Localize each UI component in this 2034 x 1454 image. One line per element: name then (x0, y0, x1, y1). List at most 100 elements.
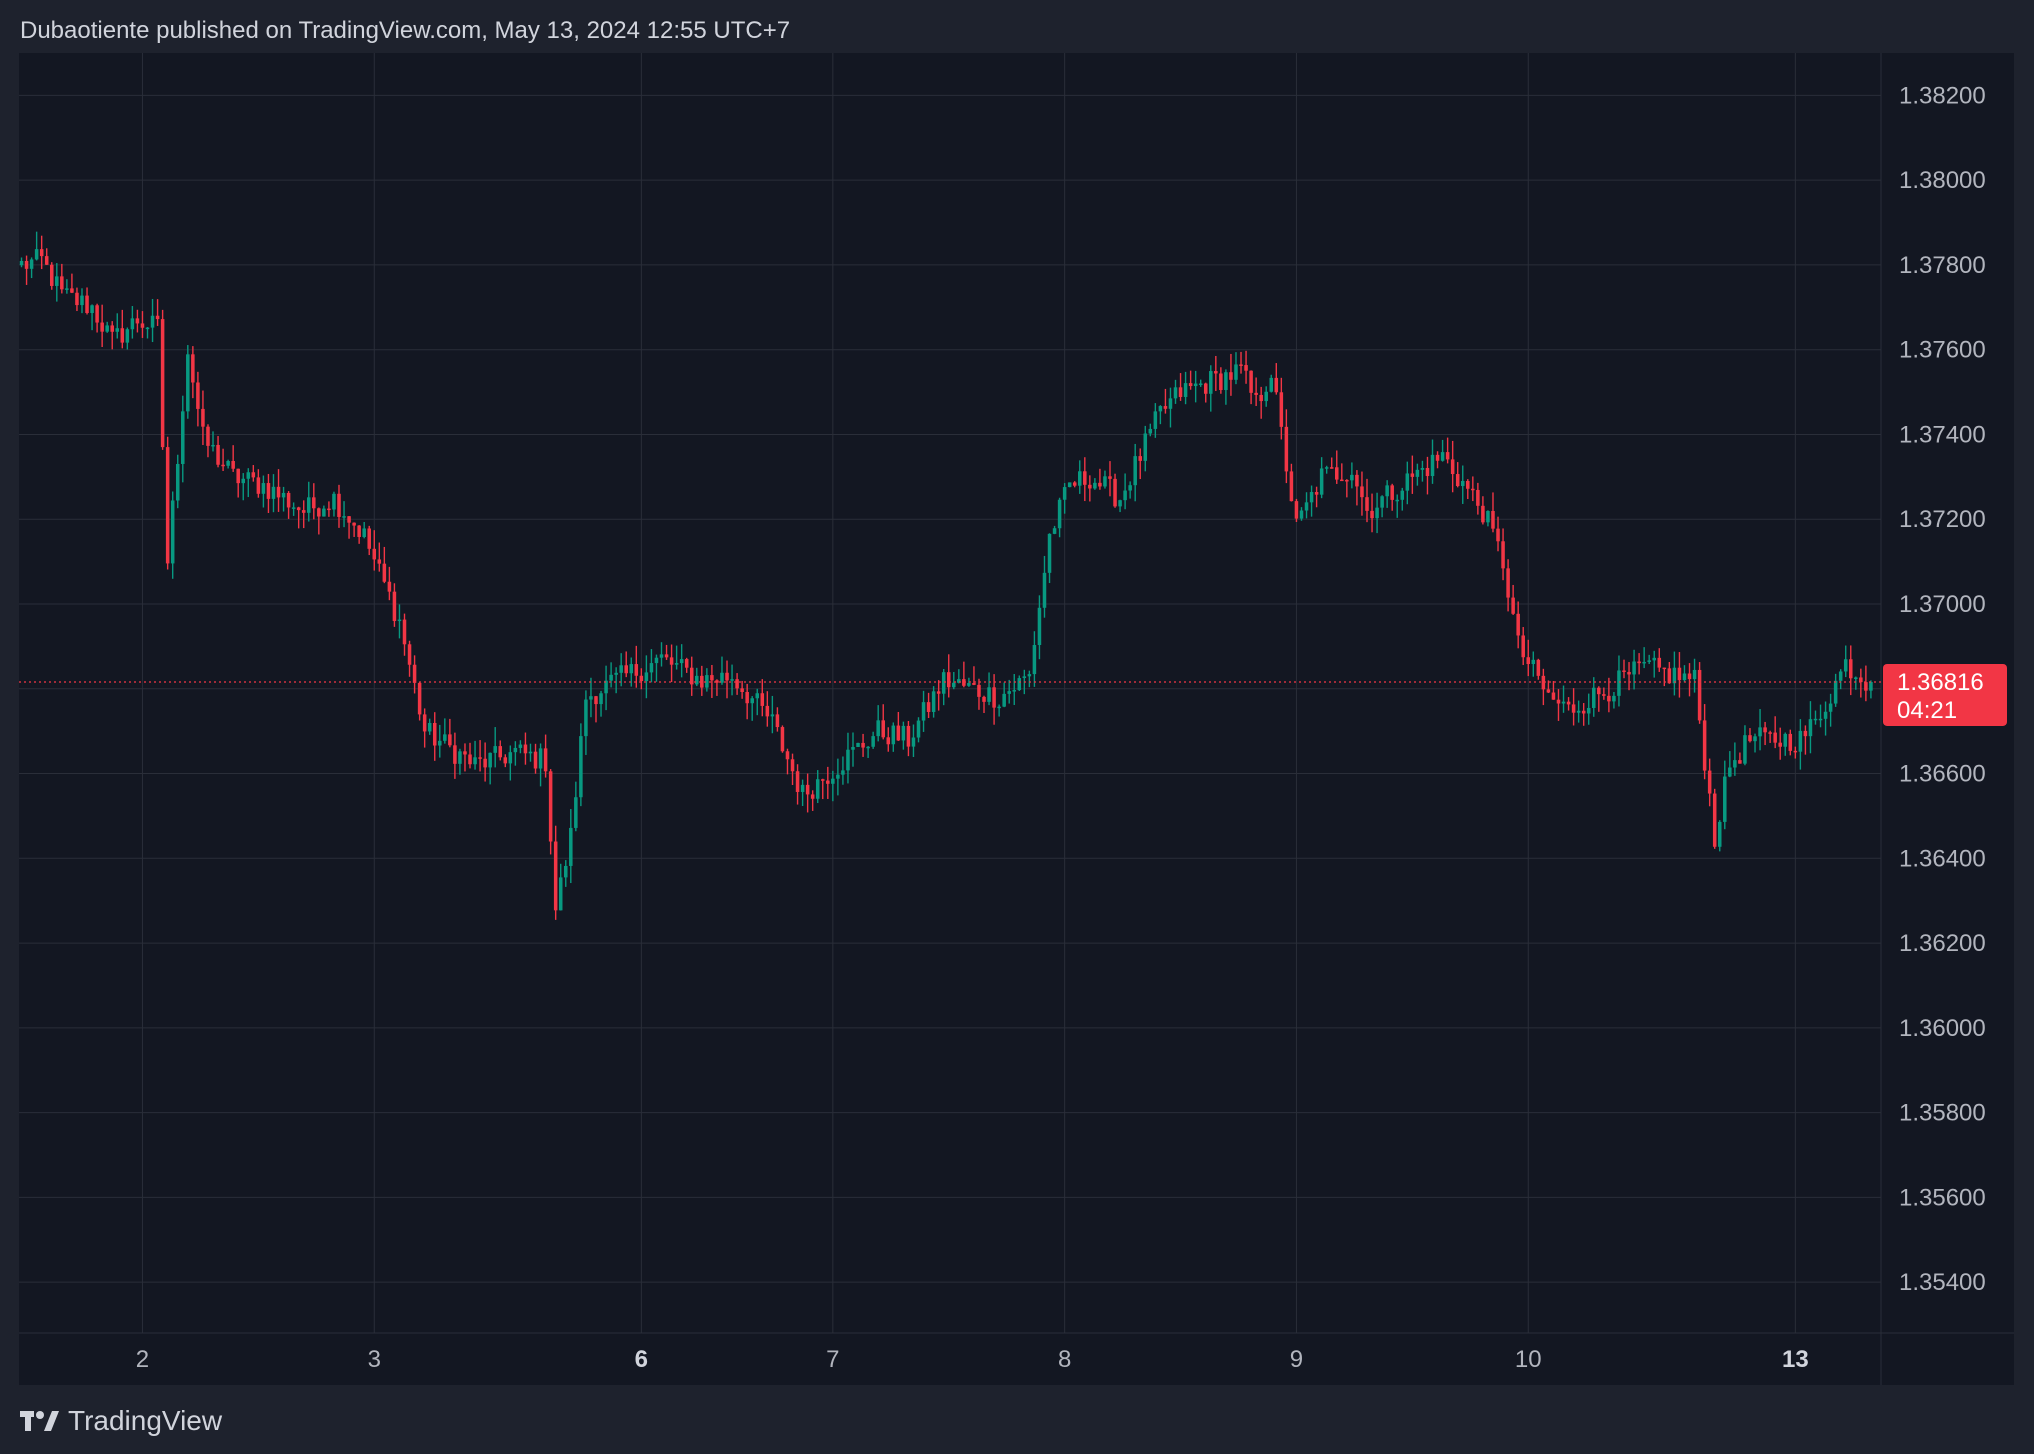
candle-body (1329, 467, 1334, 469)
price-tick-label: 1.37000 (1899, 591, 1986, 618)
candle-body (1299, 510, 1304, 519)
candle (1864, 665, 1868, 702)
candle (1067, 482, 1072, 488)
candle-body (301, 510, 306, 513)
candle (60, 263, 64, 294)
candle (266, 473, 271, 514)
candle-body (44, 256, 49, 265)
candle-body (775, 714, 780, 728)
candle-body (1017, 678, 1022, 691)
candle-body (478, 757, 482, 759)
time-tick-label: 13 (1782, 1346, 1809, 1373)
candle (1062, 483, 1067, 514)
candle-body (1430, 454, 1435, 477)
candle-body (609, 674, 613, 681)
candle (1783, 732, 1788, 756)
candle (1168, 387, 1173, 428)
candle (1279, 377, 1284, 440)
price-tick-label: 1.38000 (1899, 167, 1986, 194)
candle-body (1284, 426, 1289, 472)
candle-body (1723, 776, 1727, 822)
time-tick-label: 10 (1515, 1346, 1542, 1373)
candle (659, 642, 664, 667)
candle-body (921, 702, 926, 721)
candle-body (110, 325, 114, 332)
candle (896, 711, 901, 741)
candle (1612, 691, 1616, 709)
candle (1188, 370, 1193, 390)
candle (1158, 405, 1163, 425)
candle-body (443, 734, 447, 741)
candle-body (221, 464, 225, 467)
candle-body (810, 794, 815, 799)
candle (206, 424, 210, 458)
candle (327, 501, 331, 517)
candle-body (1733, 760, 1737, 768)
candle (317, 507, 321, 535)
candle-body (518, 744, 523, 748)
candle (518, 740, 523, 754)
candle-body (140, 323, 145, 328)
candle (710, 664, 714, 698)
candle-body (1818, 718, 1823, 721)
candle-body (1758, 727, 1762, 737)
time-tick-label: 2 (136, 1346, 149, 1373)
price-tick-label: 1.36600 (1899, 761, 1986, 788)
candle (745, 683, 749, 720)
candle (831, 770, 835, 802)
candle (604, 665, 608, 711)
candle-body (1022, 676, 1027, 679)
candle-body (367, 528, 371, 549)
candle-body (664, 654, 669, 658)
candle-body (1324, 467, 1329, 469)
candle (165, 436, 170, 570)
candle (1148, 423, 1153, 437)
candle (1415, 463, 1420, 486)
candle-body (49, 264, 54, 286)
candle-body (528, 751, 533, 754)
candle (1788, 729, 1793, 756)
candle (785, 748, 790, 775)
countdown-label: 04:21 (1897, 697, 1957, 724)
candle-body (649, 663, 654, 673)
candle-body (886, 737, 891, 745)
candle (735, 673, 739, 695)
candle (402, 613, 407, 656)
candle (946, 654, 951, 698)
candle-body (1259, 394, 1263, 402)
candle-body (473, 757, 477, 765)
candle (921, 690, 926, 732)
price-tick-label: 1.38200 (1899, 82, 1986, 109)
candle (1118, 499, 1122, 513)
candle (1778, 727, 1782, 760)
candle (377, 542, 382, 572)
candle-body (1476, 489, 1480, 506)
chart-area[interactable]: 1.38200 1.38000 1.37800 1.37600 1.37400 1.372… (19, 53, 2014, 1385)
candle-body (125, 329, 130, 343)
candle-body (538, 748, 543, 769)
candlestick-chart[interactable]: 1.38200 1.38000 1.37800 1.37600 1.37400 1.372… (19, 53, 2014, 1385)
candle-body (85, 295, 89, 314)
candle (372, 530, 377, 571)
candle (458, 748, 462, 775)
candle (443, 718, 447, 744)
candle (967, 677, 971, 687)
candle-body (286, 492, 291, 508)
candle (700, 665, 704, 696)
candle (432, 712, 437, 761)
candle (1526, 639, 1531, 677)
candle-body (599, 693, 603, 705)
candle (1209, 365, 1213, 412)
candle-body (936, 691, 941, 694)
candle (1244, 350, 1248, 384)
candle-body (720, 672, 724, 683)
candle (70, 273, 74, 294)
candle-body (846, 749, 850, 771)
candle (498, 740, 503, 761)
candle (558, 863, 563, 911)
candle (684, 657, 689, 673)
candle-body (271, 486, 276, 499)
candle (1828, 693, 1833, 727)
candle (584, 690, 588, 755)
candle (357, 525, 361, 544)
